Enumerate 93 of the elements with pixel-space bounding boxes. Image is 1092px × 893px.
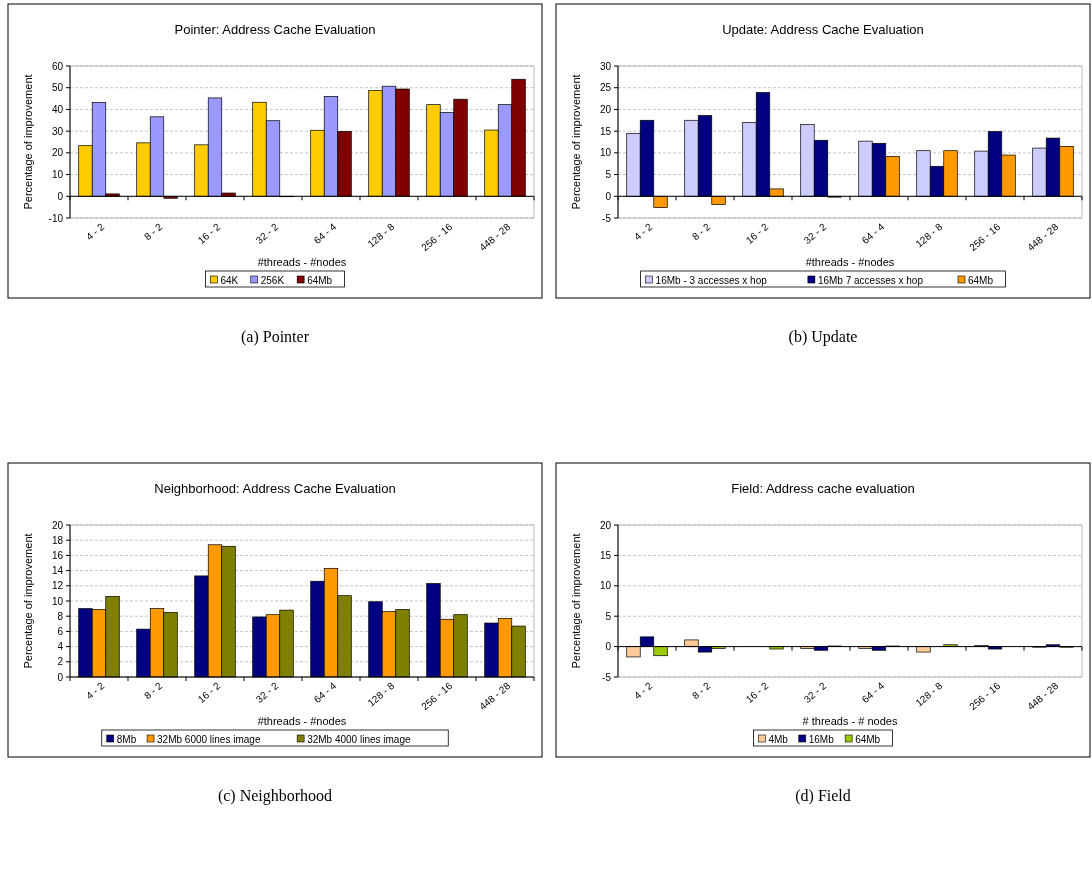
legend-label: 64Mb bbox=[968, 274, 994, 286]
y-tick-label: 0 bbox=[605, 190, 612, 202]
y-tick-label: 2 bbox=[57, 656, 64, 668]
y-tick-label: 5 bbox=[605, 169, 612, 181]
x-tick-label: 64 - 4 bbox=[859, 679, 887, 705]
y-tick-label: 12 bbox=[51, 580, 64, 592]
y-axis-title: Percentage of improvement bbox=[22, 533, 34, 669]
x-tick-label: 8 - 2 bbox=[689, 220, 713, 243]
legend-label: 4Mb bbox=[768, 733, 789, 745]
legend-label: 32Mb 4000 lines image bbox=[307, 733, 411, 745]
x-axis-title: # threads - # nodes bbox=[802, 715, 898, 727]
y-tick-label: 20 bbox=[51, 519, 64, 531]
y-tick-label: -10 bbox=[48, 212, 64, 224]
x-tick-label: 16 - 2 bbox=[195, 679, 223, 705]
y-tick-label: 20 bbox=[599, 103, 612, 115]
text: (b) Update bbox=[788, 328, 858, 346]
legend-label: 64K bbox=[220, 274, 239, 286]
y-tick-label: 20 bbox=[599, 519, 612, 531]
y-tick-label: 14 bbox=[51, 565, 64, 577]
x-tick-label: 256 - 16 bbox=[967, 220, 1003, 254]
legend-label: 16Mb bbox=[808, 733, 835, 745]
y-tick-label: 6 bbox=[57, 625, 64, 637]
y-tick-label: 0 bbox=[605, 641, 612, 653]
legend-label: 64Mb bbox=[855, 733, 881, 745]
x-tick-label: 4 - 2 bbox=[631, 220, 655, 243]
legend-label: 64Mb bbox=[307, 274, 333, 286]
text: (a) Pointer bbox=[241, 328, 310, 346]
y-tick-label: 10 bbox=[51, 169, 64, 181]
y-tick-label: 15 bbox=[599, 125, 612, 137]
x-tick-label: 4 - 2 bbox=[83, 220, 107, 243]
x-tick-label: 4 - 2 bbox=[631, 679, 655, 702]
legend-label: 256K bbox=[260, 274, 285, 286]
legend-label: 8Mb bbox=[116, 733, 137, 745]
text: (d) Field bbox=[795, 787, 851, 805]
x-tick-label: 256 - 16 bbox=[419, 679, 455, 713]
x-tick-label: 16 - 2 bbox=[195, 220, 223, 246]
x-tick-label: 16 - 2 bbox=[743, 220, 771, 246]
y-axis-title: Percentage of improvement bbox=[570, 533, 582, 669]
y-tick-label: 0 bbox=[57, 190, 64, 202]
x-tick-label: 32 - 2 bbox=[801, 679, 829, 705]
x-tick-label: 128 - 8 bbox=[913, 679, 945, 709]
x-axis-title: #threads - #nodes bbox=[257, 715, 347, 727]
x-axis-title: #threads - #nodes bbox=[805, 256, 895, 268]
x-tick-label: 32 - 2 bbox=[253, 679, 281, 705]
y-tick-label: 4 bbox=[57, 641, 64, 653]
y-tick-label: -5 bbox=[602, 671, 612, 683]
x-tick-label: 64 - 4 bbox=[859, 220, 887, 246]
chart-title: Pointer: Address Cache Evaluation bbox=[174, 22, 376, 37]
legend-label: 32Mb 6000 lines image bbox=[157, 733, 261, 745]
legend-label: 16Mb 7 accesses x hop bbox=[817, 274, 924, 286]
x-tick-label: 256 - 16 bbox=[419, 220, 455, 254]
y-tick-label: 0 bbox=[57, 671, 64, 683]
chart-title: Field: Address cache evaluation bbox=[731, 481, 915, 496]
x-tick-label: 448 - 28 bbox=[477, 220, 513, 254]
y-tick-label: 10 bbox=[599, 147, 612, 159]
chart-title: Update: Address Cache Evaluation bbox=[722, 22, 924, 37]
x-tick-label: 128 - 8 bbox=[913, 220, 945, 250]
legend-label: 16Mb - 3 accesses x hop bbox=[655, 274, 768, 286]
y-axis-title: Percentage of improvement bbox=[570, 74, 582, 210]
x-tick-label: 448 - 28 bbox=[1025, 679, 1061, 713]
x-tick-label: 4 - 2 bbox=[83, 679, 107, 702]
y-tick-label: 5 bbox=[605, 610, 612, 622]
y-tick-label: 25 bbox=[599, 82, 612, 94]
x-axis-title: #threads - #nodes bbox=[257, 256, 347, 268]
y-tick-label: 16 bbox=[51, 549, 64, 561]
x-tick-label: 448 - 28 bbox=[1025, 220, 1061, 254]
x-tick-label: 448 - 28 bbox=[477, 679, 513, 713]
x-tick-label: 64 - 4 bbox=[311, 679, 339, 705]
x-tick-label: 128 - 8 bbox=[365, 220, 397, 250]
x-tick-label: 64 - 4 bbox=[311, 220, 339, 246]
y-axis-title: Percentage of improvement bbox=[22, 74, 34, 210]
x-tick-label: 8 - 2 bbox=[689, 679, 713, 702]
y-tick-label: 40 bbox=[51, 103, 64, 115]
x-tick-label: 8 - 2 bbox=[141, 679, 165, 702]
chart-title: Neighborhood: Address Cache Evaluation bbox=[154, 481, 396, 496]
y-tick-label: 30 bbox=[599, 60, 612, 72]
y-tick-label: 50 bbox=[51, 82, 64, 94]
x-tick-label: 32 - 2 bbox=[253, 220, 281, 246]
x-tick-label: 32 - 2 bbox=[801, 220, 829, 246]
y-tick-label: 8 bbox=[57, 610, 64, 622]
y-tick-label: 18 bbox=[51, 534, 64, 546]
x-tick-label: 256 - 16 bbox=[967, 679, 1003, 713]
y-tick-label: 10 bbox=[51, 595, 64, 607]
text: (c) Neighborhood bbox=[217, 787, 333, 805]
x-tick-label: 128 - 8 bbox=[365, 679, 397, 709]
x-tick-label: 8 - 2 bbox=[141, 220, 165, 243]
y-tick-label: 20 bbox=[51, 147, 64, 159]
y-tick-label: 10 bbox=[599, 580, 612, 592]
y-tick-label: 30 bbox=[51, 125, 64, 137]
y-tick-label: -5 bbox=[602, 212, 612, 224]
y-tick-label: 15 bbox=[599, 549, 612, 561]
x-tick-label: 16 - 2 bbox=[743, 679, 771, 705]
y-tick-label: 60 bbox=[51, 60, 64, 72]
